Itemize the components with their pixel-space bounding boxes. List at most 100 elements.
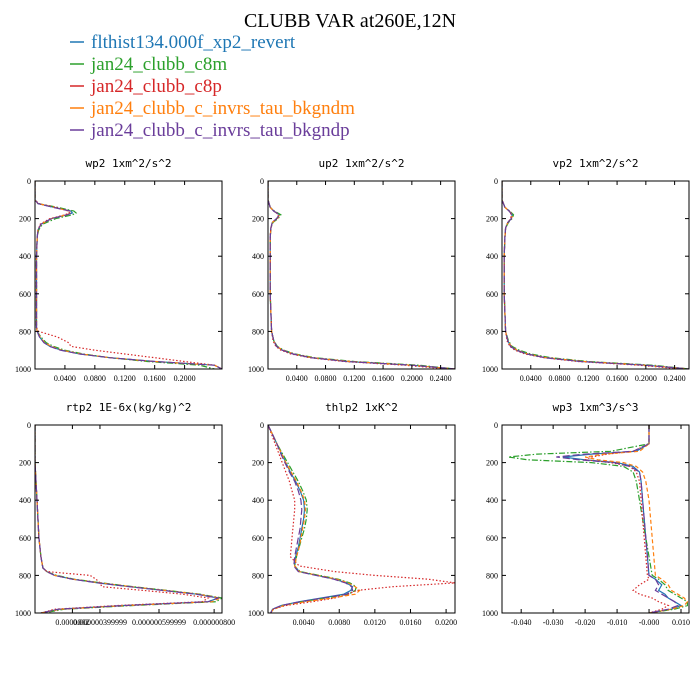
y-tick-label: 400 [486, 252, 498, 261]
panel-title: thlp2 1xK^2 [325, 401, 398, 414]
x-tick-label: 0.2400 [430, 374, 452, 383]
series-line [268, 425, 455, 613]
y-tick-label: 0 [494, 421, 498, 430]
x-tick-label: 0.0400 [520, 374, 542, 383]
panel-title: up2 1xm^2/s^2 [318, 157, 404, 170]
x-tick-label: -0.040 [511, 618, 532, 627]
series-line [268, 425, 354, 613]
legend-entry: jan24_clubb_c8m [90, 54, 227, 75]
x-tick-label: 0.0800 [315, 374, 337, 383]
plot-frame [34, 424, 223, 614]
y-tick-label: 400 [252, 496, 264, 505]
plot-frame [501, 180, 690, 370]
x-tick-label: 0.2000 [635, 374, 657, 383]
series-line [35, 181, 222, 369]
series-line [584, 425, 689, 613]
series-line [502, 181, 689, 369]
chart-panel: up2 1xm^2/s^2 0 200 400 600 800 1000 0.0400 0.08… [248, 157, 456, 383]
series-line [502, 181, 689, 369]
x-tick-label: 0.1200 [114, 374, 136, 383]
series-line [268, 181, 455, 369]
y-tick-label: 400 [19, 496, 31, 505]
x-tick-label: 0.1200 [343, 374, 365, 383]
panel-title: wp3 1xm^3/s^3 [552, 401, 638, 414]
panel-grid: wp2 1xm^2/s^2 0 200 400 600 800 1000 0.0400 0.08… [15, 157, 690, 627]
x-tick-label: -0.030 [543, 618, 564, 627]
y-tick-label: 600 [252, 290, 264, 299]
series-line [35, 425, 221, 613]
x-tick-label: 0.000000800 [193, 618, 235, 627]
y-tick-label: 1000 [482, 609, 498, 618]
legend-entry: jan24_clubb_c8p [90, 76, 222, 97]
y-tick-label: 0 [260, 177, 264, 186]
x-tick-label: 0.0080 [328, 618, 350, 627]
series-line [508, 425, 689, 613]
y-tick-label: 800 [252, 571, 264, 580]
series-line [35, 425, 222, 613]
x-tick-label: 0.1600 [372, 374, 394, 383]
x-tick-label: 0.0400 [286, 374, 308, 383]
x-tick-label: 0.2400 [664, 374, 686, 383]
y-tick-label: 200 [252, 459, 264, 468]
series-line [268, 181, 455, 369]
y-tick-label: 600 [486, 290, 498, 299]
legend-entry: jan24_clubb_c_invrs_tau_bkgndm [90, 98, 355, 119]
y-tick-label: 200 [19, 215, 31, 224]
y-tick-label: 0 [494, 177, 498, 186]
figure-title: CLUBB VAR at260E,12N [244, 10, 456, 32]
y-tick-label: 200 [19, 459, 31, 468]
legend-entry: jan24_clubb_c_invrs_tau_bkgndp [90, 120, 350, 141]
x-tick-label: -0.000 [639, 618, 660, 627]
series-line [556, 425, 679, 613]
y-tick-label: 200 [486, 459, 498, 468]
series-line [502, 181, 682, 369]
y-tick-label: 400 [252, 252, 264, 261]
y-tick-label: 1000 [15, 365, 31, 374]
y-tick-label: 1000 [248, 365, 264, 374]
chart-panel: rtp2 1E-6x(kg/kg)^2 0 200 400 600 800 1000 0.00… [15, 401, 235, 627]
legend-entry: flthist134.000f_xp2_revert [91, 32, 296, 53]
plot-frame [267, 180, 456, 370]
x-tick-label: 0.0800 [84, 374, 106, 383]
x-tick-label: 0.000000599999 [132, 618, 186, 627]
y-tick-label: 400 [486, 496, 498, 505]
panel-title: wp2 1xm^2/s^2 [85, 157, 171, 170]
series-line [35, 181, 222, 369]
x-tick-label: 0.0800 [549, 374, 571, 383]
series-line [502, 181, 689, 369]
chart-panel: thlp2 1xK^2 0 200 400 600 800 1000 0.0040 0.0080… [248, 401, 457, 627]
y-tick-label: 800 [19, 327, 31, 336]
y-tick-label: 600 [252, 534, 264, 543]
x-tick-label: 0.0000002 [55, 618, 89, 627]
panel-title: rtp2 1E-6x(kg/kg)^2 [66, 401, 192, 414]
chart-panel: vp2 1xm^2/s^2 0 200 400 600 800 1000 0.0400 0.08… [482, 157, 690, 383]
series-line [268, 181, 448, 369]
chart-panel: wp2 1xm^2/s^2 0 200 400 600 800 1000 0.0400 0.08… [15, 157, 223, 383]
y-tick-label: 600 [19, 290, 31, 299]
x-tick-label: 0.1600 [606, 374, 628, 383]
y-tick-label: 1000 [15, 609, 31, 618]
y-tick-label: 0 [27, 421, 31, 430]
panel-title: vp2 1xm^2/s^2 [552, 157, 638, 170]
x-tick-label: 0.000000399999 [73, 618, 127, 627]
y-tick-label: 200 [252, 215, 264, 224]
x-tick-label: 0.0160 [399, 618, 421, 627]
x-tick-label: 0.2000 [401, 374, 423, 383]
series-line [35, 425, 221, 613]
series-line [268, 181, 455, 369]
series-line [35, 425, 222, 613]
y-tick-label: 800 [486, 571, 498, 580]
y-tick-label: 800 [19, 571, 31, 580]
legend: flthist134.000f_xp2_revertjan24_clubb_c8… [70, 32, 355, 141]
y-tick-label: 1000 [248, 609, 264, 618]
x-tick-label: 0.2000 [174, 374, 196, 383]
x-tick-label: 0.1200 [577, 374, 599, 383]
y-tick-label: 1000 [482, 365, 498, 374]
y-tick-label: 0 [260, 421, 264, 430]
series-line [268, 181, 455, 369]
x-tick-label: 0.1600 [144, 374, 166, 383]
plot-frame [267, 424, 456, 614]
y-tick-label: 600 [486, 534, 498, 543]
x-tick-label: 0.0400 [54, 374, 76, 383]
